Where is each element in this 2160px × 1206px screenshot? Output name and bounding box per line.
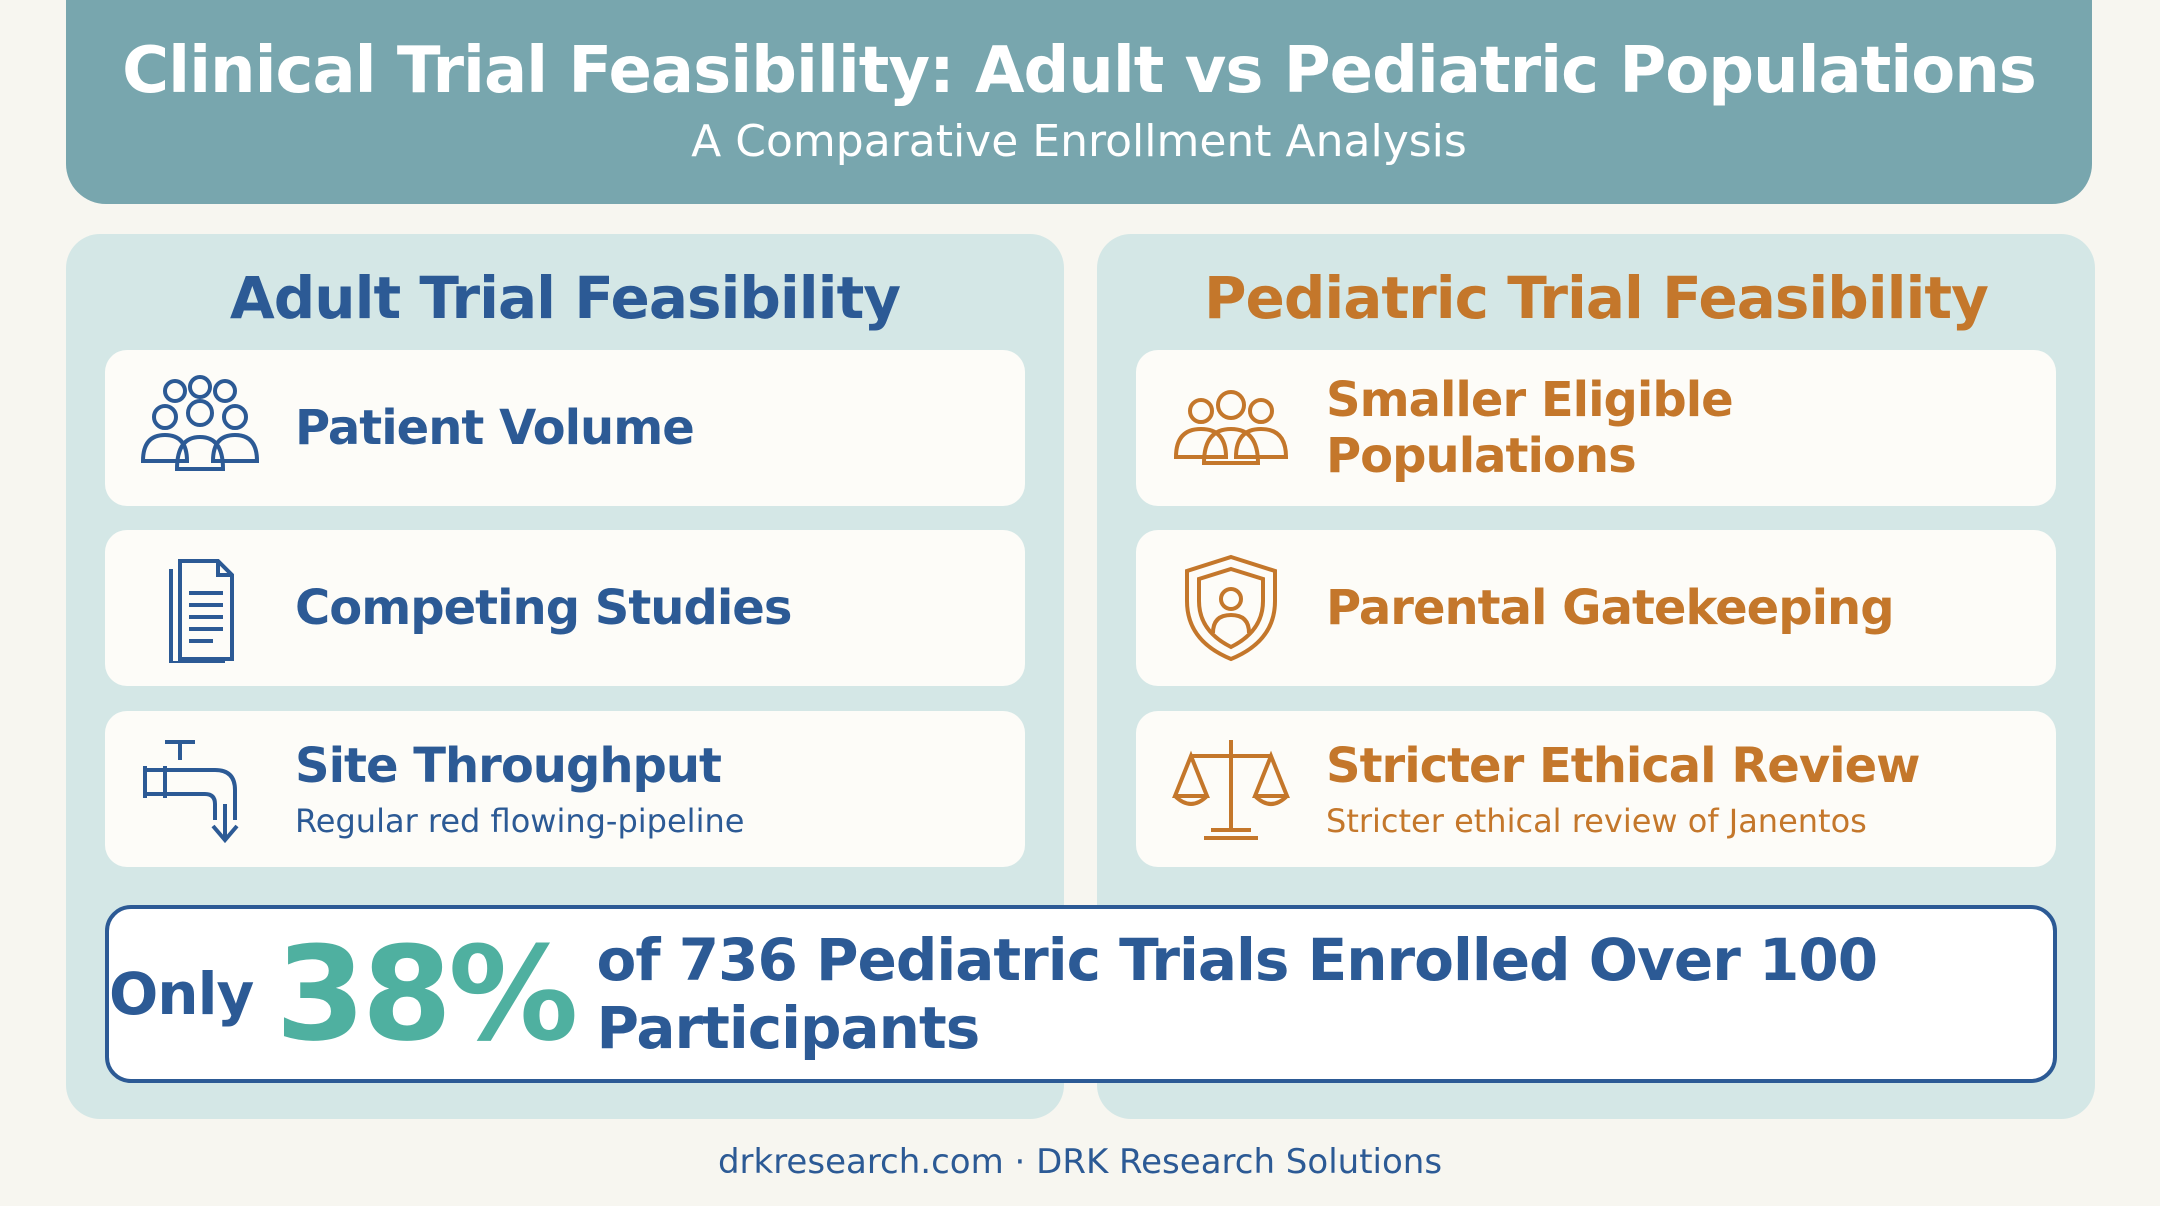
footer: drkresearch.com · DRK Research Solutions xyxy=(717,1142,1443,1182)
card: Competing Studies xyxy=(105,530,1025,686)
panel-title: Pediatric Trial Feasibility xyxy=(1204,264,1989,332)
card: Site Throughput Regular red flowing-pipe… xyxy=(105,711,1025,867)
card: Parental Gatekeeping xyxy=(1136,530,2056,686)
people-icon xyxy=(140,375,260,471)
callout-text: of 736 Pediatric Trials Enrolled Over 10… xyxy=(596,926,1878,1062)
card-title: Smaller Eligible Populations xyxy=(1326,372,1734,484)
card-title: Parental Gatekeeping xyxy=(1326,580,1895,636)
scales-icon xyxy=(1172,740,1290,840)
card: Smaller Eligible Populations xyxy=(1136,350,2056,506)
callout-prefix: Only xyxy=(109,960,254,1028)
card-subtitle: Stricter ethical review of Janentos xyxy=(1326,802,1867,840)
card-title: Stricter Ethical Review xyxy=(1326,738,1920,794)
card-title: Site Throughput xyxy=(295,738,722,794)
shield-icon xyxy=(1185,554,1277,662)
card: Stricter Ethical Review Stricter ethical… xyxy=(1136,711,2056,867)
pipe-icon xyxy=(143,740,239,844)
card-title: Competing Studies xyxy=(295,580,792,636)
card-subtitle: Regular red flowing-pipeline xyxy=(295,802,745,840)
document-icon xyxy=(169,559,234,663)
title: Clinical Trial Feasibility: Adult vs Ped… xyxy=(122,34,2037,108)
subtitle: A Comparative Enrollment Analysis xyxy=(691,116,1467,167)
header: Clinical Trial Feasibility: Adult vs Ped… xyxy=(66,0,2092,204)
callout-highlight: 38% xyxy=(275,918,578,1070)
panel-title: Adult Trial Feasibility xyxy=(229,264,901,332)
card: Patient Volume xyxy=(105,350,1025,506)
people-icon xyxy=(1173,390,1289,465)
callout: Only 38% of 736 Pediatric Trials Enrolle… xyxy=(105,905,2057,1083)
card-title: Patient Volume xyxy=(295,400,695,456)
